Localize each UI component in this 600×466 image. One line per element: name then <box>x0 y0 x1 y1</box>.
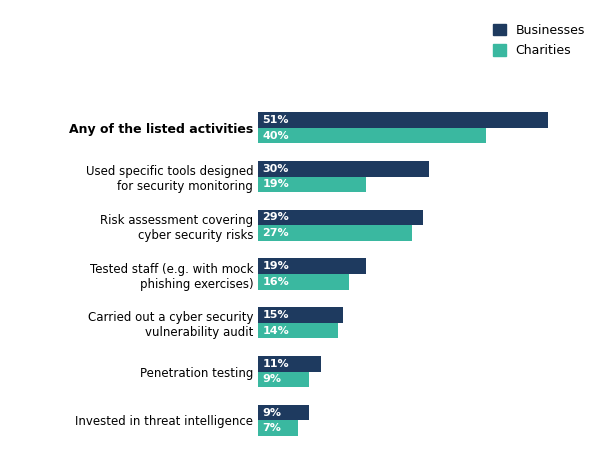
Text: 19%: 19% <box>263 179 289 189</box>
Bar <box>258 420 298 436</box>
Bar <box>258 210 423 225</box>
Text: 29%: 29% <box>263 212 289 222</box>
Bar <box>258 307 343 323</box>
Text: 51%: 51% <box>263 115 289 125</box>
Bar <box>258 371 309 387</box>
Bar <box>258 161 428 177</box>
Bar <box>258 405 309 420</box>
Text: 27%: 27% <box>263 228 289 238</box>
Text: 19%: 19% <box>263 261 289 271</box>
Text: 11%: 11% <box>263 359 289 369</box>
Bar <box>258 259 366 274</box>
Bar <box>258 356 320 371</box>
Text: 14%: 14% <box>263 326 289 336</box>
Text: 9%: 9% <box>263 374 281 384</box>
Text: 7%: 7% <box>263 423 281 433</box>
Bar <box>258 128 485 144</box>
Text: 40%: 40% <box>263 130 289 141</box>
Text: 15%: 15% <box>263 310 289 320</box>
Bar <box>258 274 349 290</box>
Bar <box>258 112 548 128</box>
Bar <box>258 323 338 338</box>
Legend: Businesses, Charities: Businesses, Charities <box>493 24 585 57</box>
Text: 30%: 30% <box>263 164 289 174</box>
Bar <box>258 177 366 192</box>
Text: 9%: 9% <box>263 408 281 418</box>
Text: 16%: 16% <box>263 277 289 287</box>
Bar <box>258 225 412 241</box>
